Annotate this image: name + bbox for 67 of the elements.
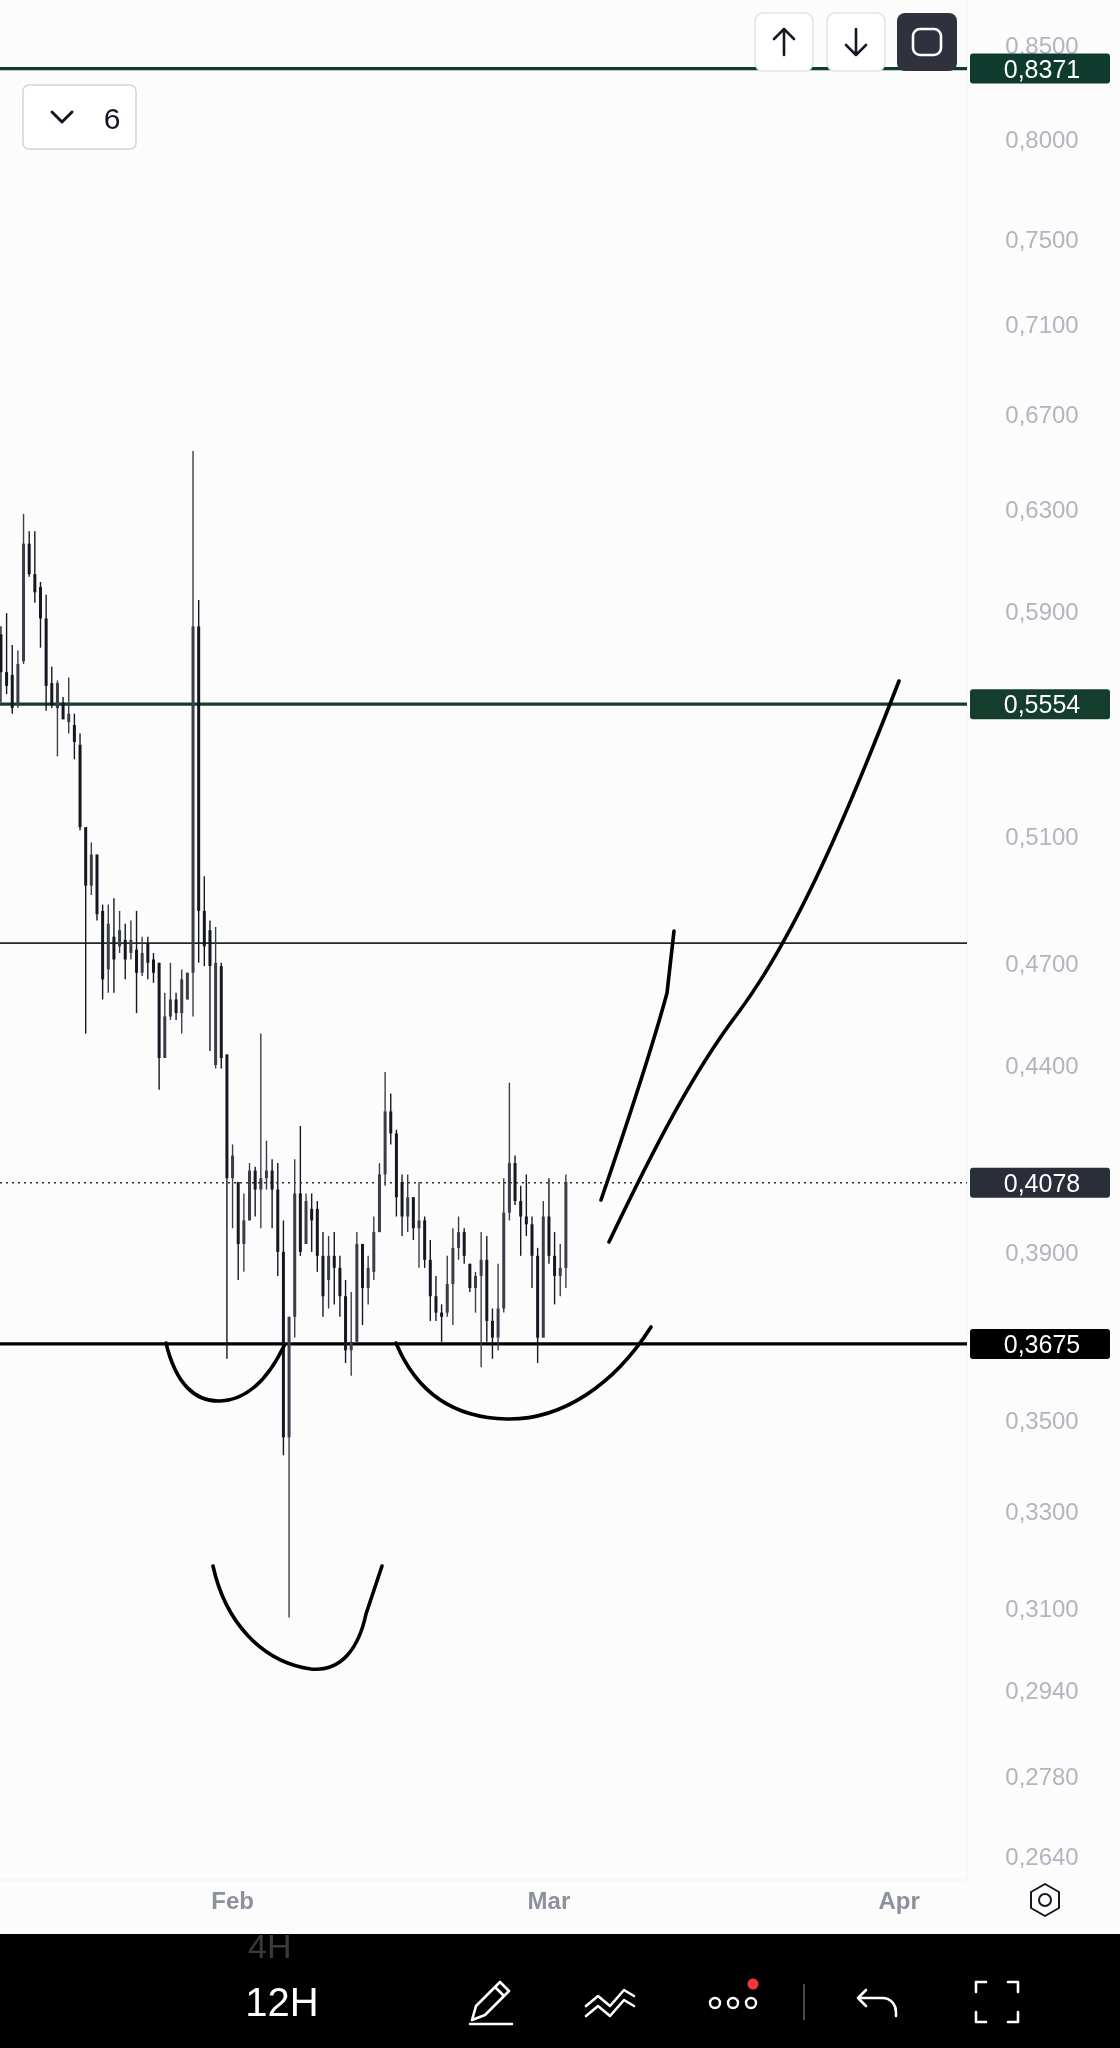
candlestick <box>174 992 178 1021</box>
candlestick <box>259 1032 263 1229</box>
ref-line-label: 0,5554 <box>1003 690 1081 719</box>
candlestick <box>253 1166 257 1218</box>
y-tick-label: 0,3900 <box>1005 1238 1079 1266</box>
y-tick-label: 0,4400 <box>1005 1051 1079 1079</box>
candlestick <box>123 923 127 981</box>
candlestick <box>457 1215 461 1261</box>
candlestick <box>129 919 133 961</box>
candlestick <box>146 935 150 981</box>
ref-line-label: 0,4078 <box>1003 1168 1081 1197</box>
y-tick-label: 0,6300 <box>1005 495 1079 523</box>
y-tick-label: 0,7100 <box>1005 310 1079 338</box>
candlestick <box>417 1181 421 1269</box>
candlestick <box>553 1231 557 1306</box>
y-tick-label: 0,3100 <box>1005 1594 1079 1622</box>
candlestick <box>361 1243 365 1326</box>
annotation: 6 <box>103 101 121 135</box>
candlestick <box>33 530 37 604</box>
candlestick <box>490 1307 494 1360</box>
candlestick <box>406 1173 410 1233</box>
candlestick <box>270 1158 274 1229</box>
y-tick-label: 0,2640 <box>1005 1842 1079 1870</box>
text: 12H <box>245 1980 319 2024</box>
x-tick-label: Apr <box>878 1886 920 1914</box>
candlestick <box>474 1271 477 1314</box>
y-tick-label: 0,7500 <box>1005 225 1079 253</box>
candlestick <box>389 1092 393 1146</box>
y-tick-label: 0,3500 <box>1005 1406 1079 1433</box>
candlestick <box>332 1231 336 1306</box>
candlestick <box>264 1140 268 1191</box>
candlestick <box>67 676 71 735</box>
candlestick <box>310 1192 314 1253</box>
candlestick <box>168 962 172 1021</box>
candlestick <box>462 1227 466 1265</box>
candlestick <box>519 1185 523 1257</box>
y-tick-label: 0,2780 <box>1005 1762 1079 1790</box>
y-tick-label: 0,5900 <box>1005 597 1079 625</box>
candlestick <box>434 1275 438 1322</box>
x-tick-label: Feb <box>211 1886 254 1914</box>
candlestick <box>72 712 76 760</box>
candlestick <box>118 910 122 954</box>
y-tick-label: 0,3300 <box>1005 1497 1079 1525</box>
candlestick <box>38 581 42 649</box>
candlestick <box>248 1162 252 1222</box>
candlestick <box>242 1192 246 1273</box>
text: 4H <box>248 1927 292 1965</box>
candlestick <box>135 910 139 1014</box>
candlestick <box>558 1243 562 1297</box>
candlestick <box>5 612 9 695</box>
candlestick <box>112 897 116 994</box>
x-tick-label: Mar <box>527 1886 571 1914</box>
candlestick <box>366 1255 370 1306</box>
y-tick-label: 0,4700 <box>1005 949 1079 977</box>
y-tick-label: 0,8000 <box>1005 125 1079 153</box>
candlestick <box>440 1303 444 1343</box>
candlestick <box>479 1231 483 1368</box>
y-tick-label: 0,2940 <box>1005 1676 1079 1704</box>
candlestick <box>140 935 144 977</box>
y-tick-label: 0,5100 <box>1005 822 1079 850</box>
y-tick-label: 0,6700 <box>1005 400 1079 428</box>
candlestick <box>50 665 54 709</box>
candlestick <box>231 1143 235 1229</box>
candlestick <box>151 952 155 984</box>
candlestick <box>349 1291 353 1377</box>
candlestick <box>524 1173 528 1237</box>
ref-line-label: 0,3675 <box>1003 1329 1081 1358</box>
